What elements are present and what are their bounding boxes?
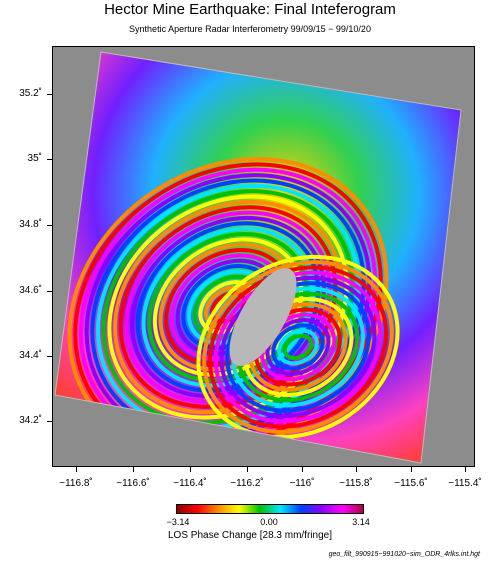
x-tick-mark [356,467,357,472]
y-tick-mark [47,356,52,357]
interferogram-map [52,46,475,467]
x-tick-label: −116˚ [289,478,315,489]
fringe-ring [196,254,400,440]
fringe-ring [113,199,343,415]
x-tick-mark [411,467,412,472]
y-tick-mark [47,421,52,422]
source-filename: geo_filt_990915−991020−sim_ODR_4rlks.int… [328,551,480,558]
x-tick-mark [133,467,134,472]
y-tick-label: 35˚ [27,153,42,164]
x-tick-mark [302,467,303,472]
phase-colorbar [176,504,364,514]
x-tick-mark [190,467,191,472]
fringe-ring [271,323,325,371]
x-tick-label: −116.8˚ [59,478,93,489]
colorbar-max-label: 3.14 [352,517,370,527]
colorbar-mid-label: 0.00 [260,517,278,527]
figure-title: Hector Mine Earthquake: Final Inteferogr… [104,1,396,18]
x-tick-label: −115.8˚ [339,478,373,489]
fringe-ring [277,328,319,366]
colorbar-min-label: −3.14 [166,517,190,527]
y-tick-label: 34.4˚ [19,350,42,361]
fringe-ring [207,265,389,429]
colorbar-title: LOS Phase Change [28.3 mm/fringe] [168,530,332,541]
fringe-ring [135,221,321,393]
x-tick-mark [247,467,248,472]
x-tick-mark [76,467,77,472]
y-tick-mark [47,291,52,292]
y-tick-label: 34.8˚ [19,219,42,230]
y-tick-mark [47,94,52,95]
rupture-zone [229,268,297,366]
x-tick-mark [465,467,466,472]
y-tick-mark [47,159,52,160]
y-tick-label: 35.2˚ [19,88,42,99]
figure-subtitle: Synthetic Aperture Radar Interferometry … [129,24,371,34]
fringe-ring [202,260,394,434]
x-tick-label: −115.6˚ [394,478,428,489]
x-tick-label: −116.2˚ [230,478,264,489]
x-tick-label: −116.6˚ [116,478,150,489]
x-tick-label: −116.4˚ [173,478,207,489]
fringe-ring [282,333,314,361]
fringe-ring [265,318,331,376]
fringe-ring [90,178,366,436]
fringe-ring [141,226,315,388]
y-tick-label: 34.2˚ [19,415,42,426]
x-tick-label: −115.4˚ [448,478,482,489]
y-tick-label: 34.6˚ [19,285,42,296]
interferogram-image [54,51,462,464]
y-tick-mark [47,225,52,226]
fringe-ring [84,173,372,441]
